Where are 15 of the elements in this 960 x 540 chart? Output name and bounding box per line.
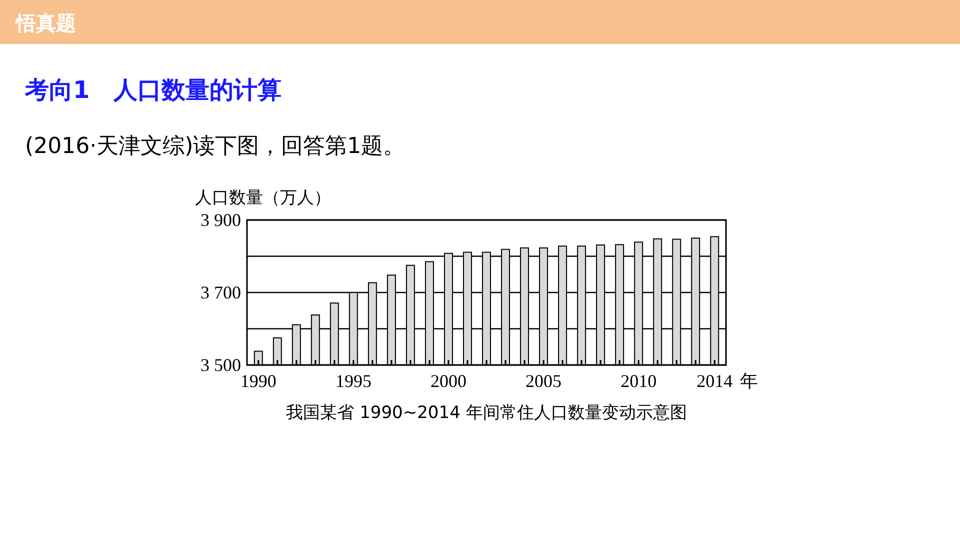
x-tick-label: 2010	[620, 371, 657, 391]
x-tick-label: 2000	[430, 371, 466, 391]
x-tick-label: 1990	[240, 371, 276, 391]
text: 悟真题	[14, 11, 76, 35]
x-axis-title: 年	[740, 371, 758, 392]
y-tick-label: 3 900	[200, 210, 241, 230]
y-tick-label: 3 700	[200, 282, 241, 302]
x-tick-label: 2005	[526, 371, 562, 391]
x-tick-label: 1995	[335, 371, 372, 391]
y-axis-title: 人口数量（万人）	[195, 188, 331, 208]
chart-title: 考向1 人口数量的计算	[24, 76, 282, 104]
chart-subtitle: (2016·天津文综)读下图，回答第1题。	[25, 134, 406, 159]
x-tick-label: 2014	[696, 371, 733, 391]
text: 我国某省 1990~2014 年间常住人口数量变动示意图	[286, 403, 687, 423]
y-tick-label: 3 500	[200, 355, 241, 375]
